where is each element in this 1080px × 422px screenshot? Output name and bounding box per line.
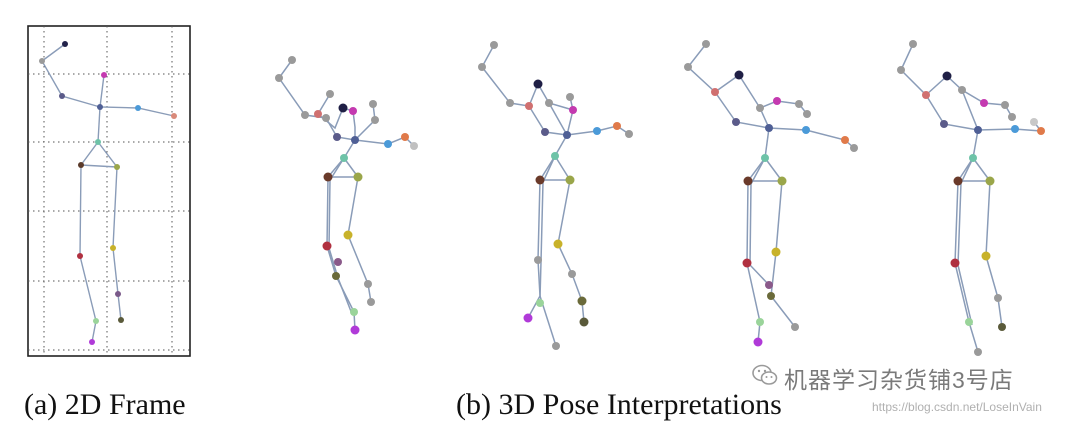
pose-3d-4 — [897, 40, 1045, 356]
pose-3d-1 — [275, 56, 418, 335]
frame-border — [27, 25, 191, 357]
panel-2d-frame — [27, 25, 191, 357]
watermark-url: https://blog.csdn.net/LoseInVain — [872, 400, 1042, 414]
pose-3d-2 — [478, 41, 633, 350]
wechat-icon — [752, 364, 778, 385]
skeleton-2d-joints — [39, 41, 177, 345]
pose-3d-3 — [684, 40, 858, 347]
watermark-channel-name: 机器学习杂货铺3号店 — [784, 367, 1014, 393]
frame-grid — [28, 26, 190, 356]
caption-3d-pose-interpretations: (b) 3D Pose Interpretations — [456, 388, 782, 421]
caption-2d-frame: (a) 2D Frame — [24, 388, 186, 421]
